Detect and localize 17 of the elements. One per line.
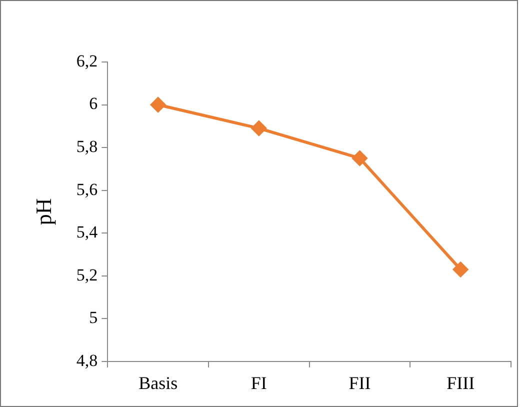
point: [150, 97, 166, 112]
y-tick-label: 5,4: [76, 222, 98, 242]
point: [251, 120, 266, 136]
y-tick-label: 6,2: [76, 51, 98, 70]
y-axis-title: pH: [30, 198, 56, 226]
y-tick-label: 5: [89, 308, 98, 328]
x-tick-label: FII: [348, 372, 371, 393]
x-tick-label: FI: [250, 372, 267, 393]
x-tick-label: FIII: [446, 372, 475, 393]
y-tick-label: 6: [89, 94, 98, 114]
y-tick-label: 5,8: [76, 137, 98, 156]
x-tick-label: Basis: [138, 372, 178, 393]
y-tick-label: 5,6: [76, 180, 98, 199]
point: [352, 150, 368, 166]
y-tick-label: 4,8: [76, 350, 98, 370]
y-tick-label: 5,2: [76, 265, 98, 284]
point: [453, 262, 468, 277]
